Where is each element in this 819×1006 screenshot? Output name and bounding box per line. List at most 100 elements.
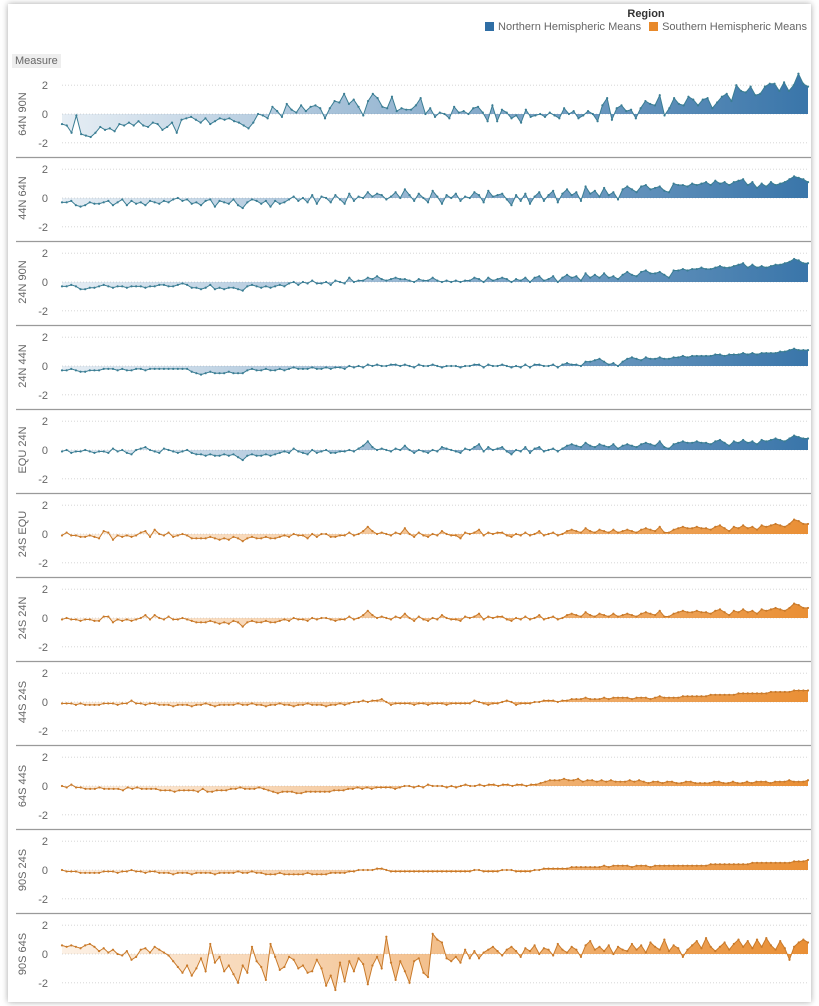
data-point: [473, 615, 476, 618]
data-point: [297, 199, 300, 202]
data-point: [225, 789, 228, 792]
measure-axis-header: Measure: [12, 54, 61, 68]
y-tick-label: -2: [38, 390, 48, 402]
data-point: [121, 535, 124, 538]
data-point: [209, 703, 212, 706]
legend-item-south[interactable]: Southern Hemispheric Means: [649, 21, 807, 33]
data-point: [589, 360, 592, 363]
data-point: [528, 202, 532, 205]
data-point: [501, 783, 505, 786]
data-point: [399, 532, 402, 536]
data-point: [501, 276, 504, 279]
data-point: [153, 450, 156, 453]
data-point: [677, 611, 680, 614]
data-point: [732, 265, 735, 268]
data-point: [309, 790, 312, 793]
y-tick-label: 2: [42, 332, 48, 344]
data-point: [70, 618, 73, 621]
data-point: [548, 111, 551, 114]
data-point: [250, 283, 254, 286]
data-point: [556, 201, 559, 204]
data-point: [194, 118, 197, 121]
data-point: [700, 266, 703, 269]
data-point: [125, 286, 128, 289]
data-point: [579, 446, 583, 449]
data-point: [464, 531, 467, 534]
data-point: [366, 525, 369, 528]
data-point: [514, 364, 518, 368]
data-point: [158, 451, 161, 454]
data-point: [728, 183, 731, 187]
data-point: [394, 870, 397, 873]
data-point: [695, 267, 698, 271]
data-point: [269, 942, 272, 946]
data-point: [213, 705, 217, 708]
data-point: [320, 616, 323, 620]
data-point: [797, 941, 800, 944]
data-point: [505, 278, 508, 281]
legend-swatch-north: [485, 22, 495, 31]
data-point: [413, 366, 416, 369]
data-point: [673, 97, 676, 100]
data-point: [297, 367, 300, 370]
data-point: [426, 703, 430, 706]
data-point: [653, 444, 657, 447]
data-point: [287, 873, 291, 876]
data-point: [158, 283, 161, 286]
data-point: [274, 453, 277, 456]
data-point: [172, 285, 175, 288]
data-point: [151, 121, 154, 124]
data-point: [615, 107, 618, 110]
data-point: [691, 267, 694, 271]
data-point: [408, 702, 411, 705]
data-point: [227, 538, 230, 541]
data-point: [144, 530, 147, 533]
data-point: [102, 702, 105, 705]
series-line: [61, 778, 809, 794]
data-point: [278, 451, 281, 454]
data-point: [793, 945, 796, 948]
data-point: [538, 191, 541, 194]
data-point: [440, 870, 444, 873]
data-point: [663, 114, 666, 117]
data-point: [774, 780, 777, 783]
data-point: [408, 870, 411, 873]
data-point: [400, 107, 403, 110]
data-point: [501, 615, 504, 618]
data-point: [366, 99, 370, 103]
data-point: [389, 618, 393, 621]
data-point: [111, 870, 115, 873]
data-point: [162, 199, 166, 202]
legend-item-north[interactable]: Northern Hemispheric Means: [485, 21, 641, 33]
data-point: [292, 873, 295, 876]
data-point: [236, 537, 240, 540]
data-point: [394, 447, 397, 450]
data-point: [612, 443, 615, 446]
data-point: [394, 276, 397, 279]
data-point: [250, 945, 254, 948]
series-area: [62, 859, 808, 875]
data-point: [584, 944, 587, 947]
data-point: [759, 92, 762, 95]
data-point: [593, 359, 596, 362]
series-label: 24S 24N: [17, 597, 29, 640]
data-point: [414, 104, 417, 107]
data-point: [635, 864, 638, 867]
data-point: [158, 948, 161, 951]
data-point: [153, 614, 156, 617]
data-point: [176, 196, 179, 200]
data-point: [342, 789, 345, 792]
data-point: [603, 360, 606, 363]
data-point: [320, 703, 323, 706]
data-point: [233, 120, 236, 123]
data-point: [181, 367, 184, 370]
data-point: [297, 967, 300, 970]
data-point: [487, 531, 490, 534]
data-point: [209, 198, 212, 201]
data-point: [181, 450, 184, 453]
data-point: [732, 181, 735, 184]
data-point: [190, 537, 193, 540]
data-point: [186, 703, 189, 706]
